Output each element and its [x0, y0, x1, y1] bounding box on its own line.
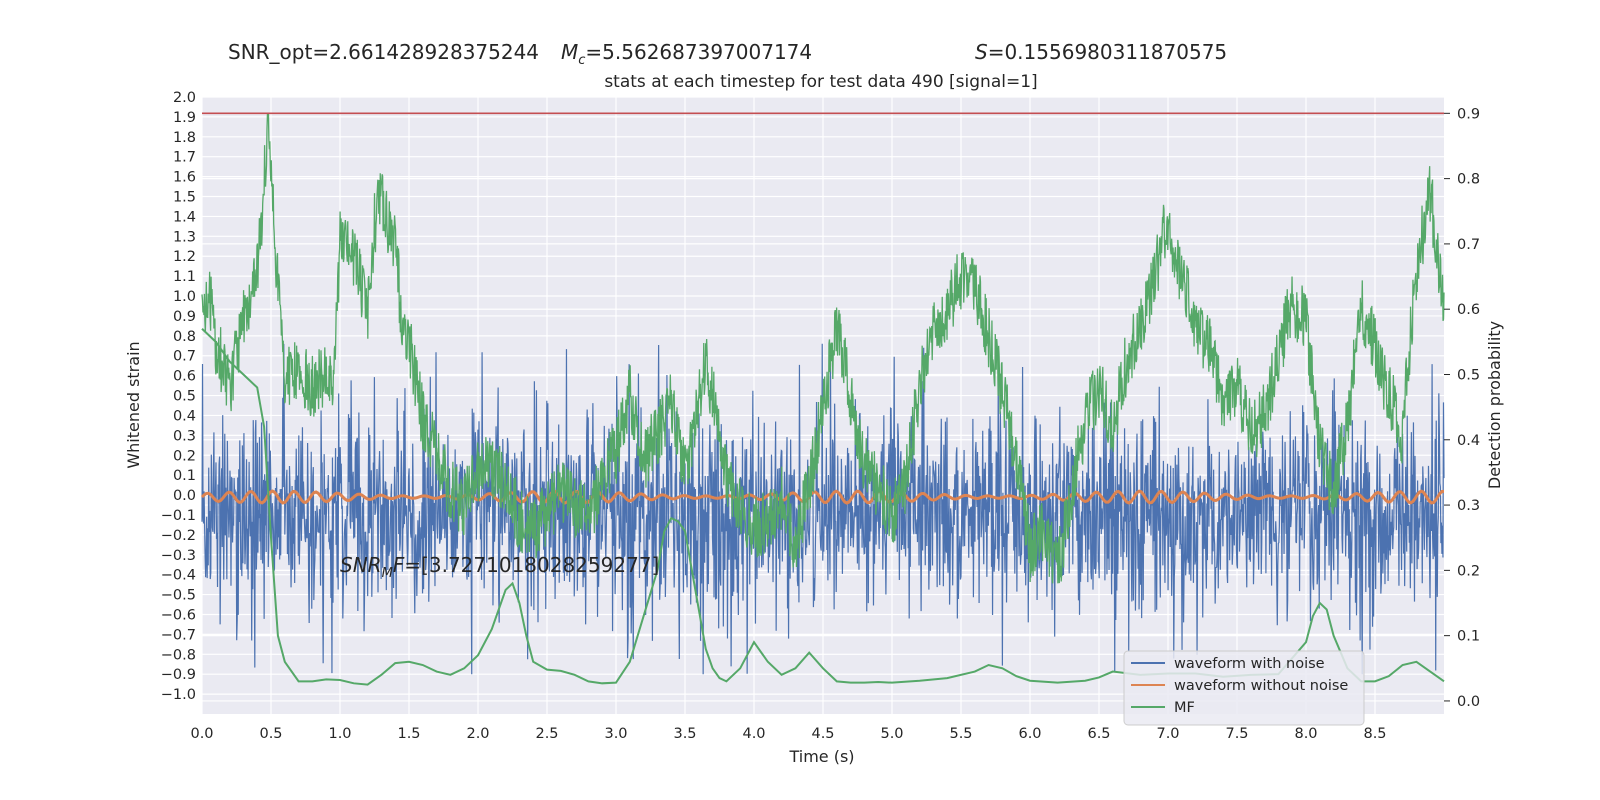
left-tick-label: −0.1 [161, 508, 196, 524]
snr-opt-label: SNR_opt=2.661428928375244 [228, 40, 539, 64]
x-tick-label: 2.5 [535, 726, 558, 742]
x-tick-label: 1.5 [397, 726, 420, 742]
detection-probability-line [201, 112, 1445, 584]
right-tick-label: 0.1 [1457, 629, 1480, 645]
chart-subtitle: stats at each timestep for test data 490… [604, 72, 1037, 92]
left-tick-label: 0.1 [173, 468, 196, 484]
plot-area [200, 96, 1445, 714]
left-tick-label: −0.8 [161, 647, 196, 663]
left-tick-label: 0.5 [173, 389, 196, 405]
x-tick-label: 6.0 [1018, 726, 1041, 742]
left-tick-label: −0.7 [161, 627, 196, 643]
left-tick-label: −0.9 [161, 667, 196, 683]
x-axis-label: Time (s) [788, 747, 854, 766]
left-tick-label: 0.8 [173, 329, 196, 345]
legend-label-clean: waveform without noise [1174, 678, 1348, 694]
x-tick-label: 1.0 [328, 726, 351, 742]
x-tick-label: 4.5 [811, 726, 834, 742]
x-tick-label: 6.5 [1087, 726, 1110, 742]
left-tick-label: 1.6 [173, 170, 196, 186]
left-tick-label: 0.3 [173, 428, 196, 444]
left-tick-label: 1.9 [173, 110, 196, 126]
left-tick-label: 1.4 [173, 209, 196, 225]
legend-label-mf: MF [1174, 700, 1195, 716]
legend-box [1123, 650, 1365, 726]
right-axis-ticks: 0.9 0.8 0.7 0.6 0.5 0.4 0.3 0.2 0.1 0.0 [1444, 106, 1480, 710]
right-tick-label: 0.2 [1457, 563, 1480, 579]
noise-waveform-line [201, 343, 1445, 675]
x-tick-label: 5.0 [880, 726, 903, 742]
snr-mf-label: SNRMF=[3.7271018028259277] [340, 553, 659, 581]
left-axis-ticks: 2.0 1.9 1.8 1.7 1.6 1.5 1.4 1.3 1.2 1.1 1.0 0.9 0.8 0… [161, 90, 196, 703]
series-waveform-with-noise [201, 343, 1445, 675]
left-tick-label: 1.2 [173, 249, 196, 265]
left-tick-label: 1.3 [173, 229, 196, 245]
series-detection-probability [201, 112, 1445, 584]
left-tick-label: 1.1 [173, 269, 196, 285]
right-tick-label: 0.0 [1457, 694, 1480, 710]
x-tick-label: 2.0 [466, 726, 489, 742]
right-tick-label: 0.3 [1457, 498, 1480, 514]
right-tick-label: 0.7 [1457, 237, 1480, 253]
left-tick-label: 1.5 [173, 190, 196, 206]
left-tick-label: −0.6 [161, 607, 196, 623]
x-axis-ticks: 0.0 0.5 1.0 1.5 2.0 2.5 3.0 3.5 4.0 4.5 5.0 5.5 6.0 6… [190, 726, 1386, 742]
x-tick-label: 5.5 [949, 726, 972, 742]
x-tick-label: 0.5 [259, 726, 282, 742]
x-tick-label: 3.0 [604, 726, 627, 742]
right-tick-label: 0.9 [1457, 106, 1480, 122]
x-tick-label: 7.0 [1156, 726, 1179, 742]
right-tick-label: 0.6 [1457, 302, 1480, 318]
x-tick-label: 3.5 [673, 726, 696, 742]
left-tick-label: −1.0 [161, 687, 196, 703]
clean-waveform-line [200, 489, 1445, 505]
series-waveform-without-noise [200, 489, 1445, 505]
x-tick-label: 0.0 [190, 726, 213, 742]
left-tick-label: 1.7 [173, 150, 196, 166]
right-tick-label: 0.4 [1457, 433, 1480, 449]
left-tick-label: 0.4 [173, 408, 196, 424]
left-tick-label: 0.7 [173, 349, 196, 365]
x-tick-label: 8.0 [1294, 726, 1317, 742]
left-tick-label: −0.2 [161, 528, 196, 544]
left-axis-label: Whitened strain [124, 341, 143, 468]
left-tick-label: 0.6 [173, 369, 196, 385]
s-label: S=0.1556980311870575 [975, 40, 1227, 64]
legend-label-noise: waveform with noise [1174, 656, 1325, 672]
left-tick-label: 1.0 [173, 289, 196, 305]
right-tick-label: 0.5 [1457, 367, 1480, 383]
left-tick-label: −0.3 [161, 548, 196, 564]
legend: waveform with noise waveform without noi… [1123, 650, 1365, 726]
x-tick-label: 4.0 [742, 726, 765, 742]
x-tick-label: 8.5 [1363, 726, 1386, 742]
left-tick-label: 2.0 [173, 90, 196, 106]
left-tick-label: −0.4 [161, 568, 196, 584]
left-tick-label: 1.8 [173, 130, 196, 146]
right-axis-label: Detection probability [1485, 321, 1504, 489]
x-tick-label: 7.5 [1225, 726, 1248, 742]
left-tick-label: 0.9 [173, 309, 196, 325]
left-tick-label: 0.0 [173, 488, 196, 504]
right-tick-label: 0.8 [1457, 172, 1480, 188]
mc-label: Mc=5.562687397007174 [561, 40, 812, 68]
left-tick-label: −0.5 [161, 588, 196, 604]
left-tick-label: 0.2 [173, 448, 196, 464]
